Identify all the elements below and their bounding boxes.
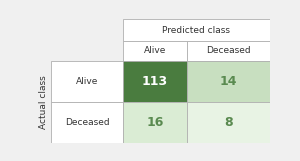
Bar [123, 41, 187, 61]
Text: 16: 16 [146, 116, 164, 129]
Bar [52, 102, 123, 143]
Bar [123, 19, 270, 41]
Bar [123, 61, 187, 102]
Text: Deceased: Deceased [65, 118, 110, 127]
Bar [187, 61, 270, 102]
Bar [123, 102, 187, 143]
Text: 113: 113 [142, 75, 168, 88]
Text: Alive: Alive [76, 77, 98, 86]
Text: Alive: Alive [144, 46, 166, 55]
Text: Actual class: Actual class [39, 75, 48, 129]
Bar [52, 61, 123, 102]
Bar [187, 41, 270, 61]
Text: Predicted class: Predicted class [162, 26, 230, 35]
Text: 14: 14 [220, 75, 237, 88]
Bar [52, 19, 123, 61]
Bar [187, 102, 270, 143]
Text: Deceased: Deceased [206, 46, 251, 55]
Text: 8: 8 [224, 116, 233, 129]
